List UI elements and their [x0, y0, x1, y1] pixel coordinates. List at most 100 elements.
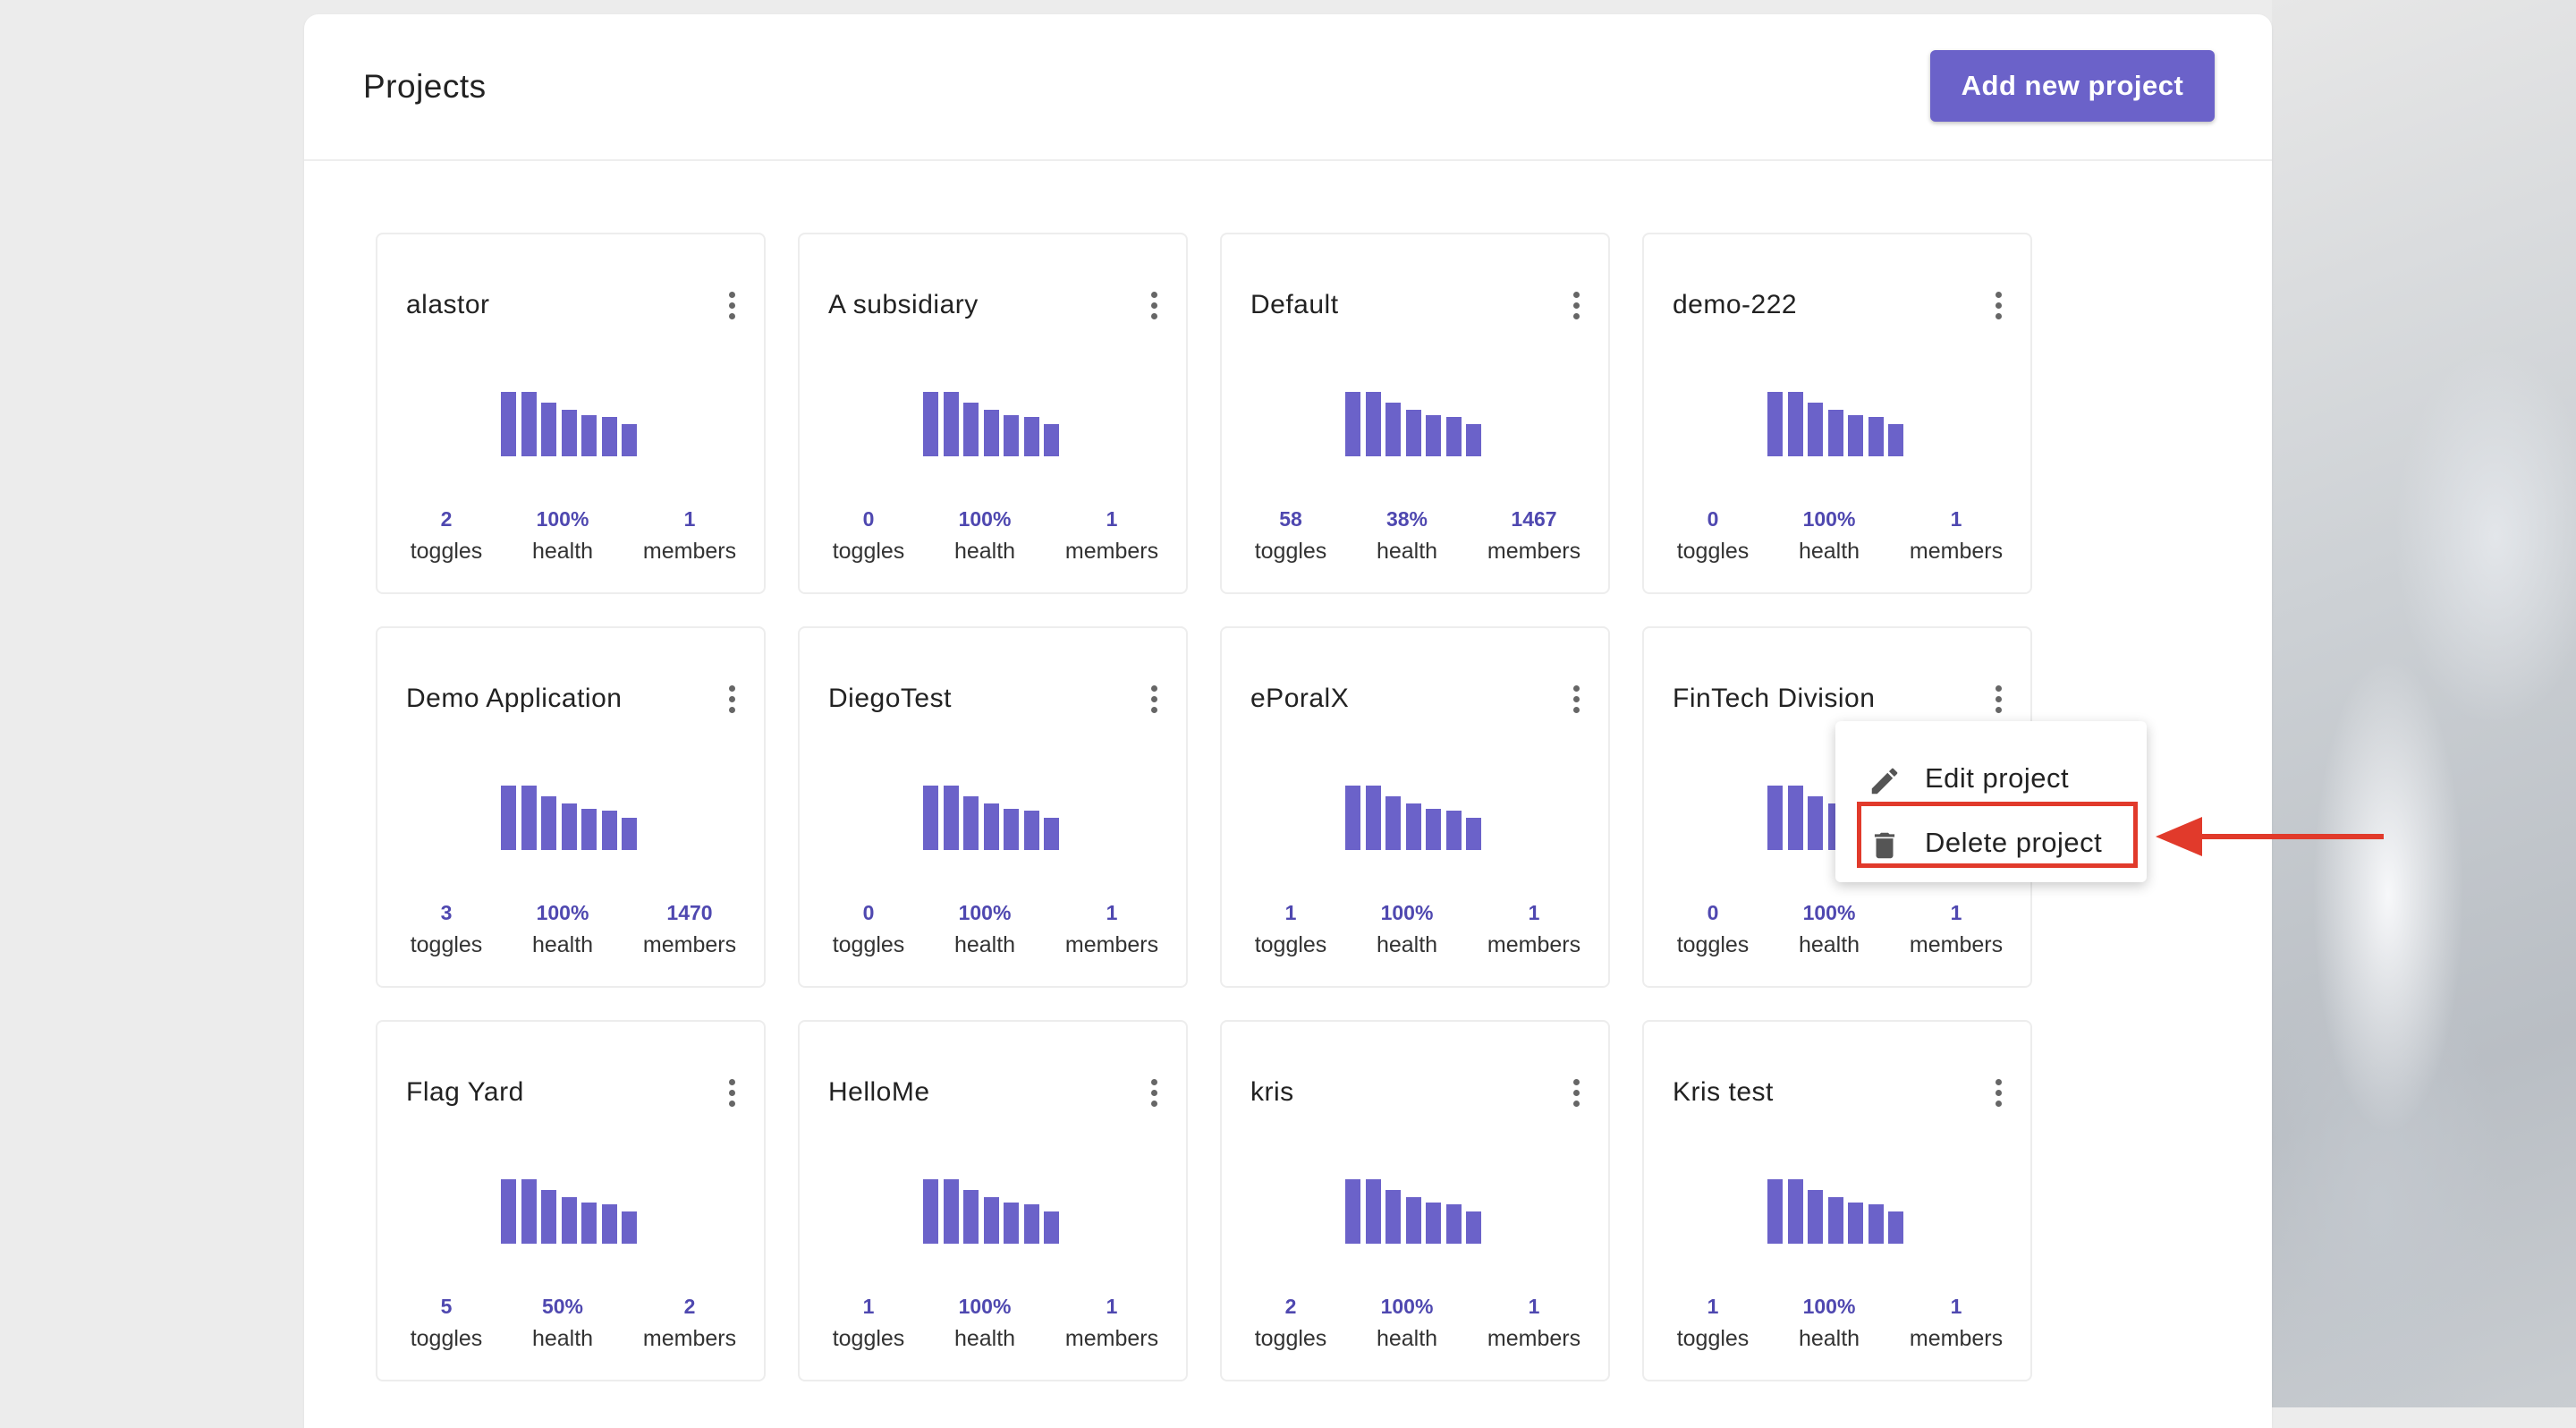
- stat-toggles: 1 toggles: [1646, 1292, 1780, 1355]
- stat-members-label: members: [1909, 1326, 2004, 1351]
- stat-health-value: 50%: [541, 1295, 584, 1318]
- sparkline-bar: [581, 1203, 597, 1244]
- kebab-vertical-icon[interactable]: [1980, 1075, 2016, 1111]
- sparkline-bar: [1044, 424, 1059, 456]
- stat-members-label: members: [1909, 539, 2004, 564]
- project-card[interactable]: Demo Application 3 toggles 100% health 1470 me…: [376, 626, 766, 988]
- stat-members-value: 1: [1950, 1295, 1962, 1318]
- project-card[interactable]: DiegoTest 0 toggles 100% health 1 members: [798, 626, 1188, 988]
- stat-health: 100% health: [918, 505, 1052, 567]
- project-card[interactable]: alastor 2 toggles 100% health 1 members: [376, 233, 766, 594]
- sparkline-bar: [1044, 1211, 1059, 1244]
- kebab-vertical-icon[interactable]: [1136, 1075, 1172, 1111]
- kebab-vertical-icon[interactable]: [1558, 682, 1594, 718]
- stat-members-value: 1: [1950, 507, 1962, 531]
- stat-members: 2 members: [623, 1292, 757, 1355]
- sparkline-bar: [1023, 811, 1039, 850]
- stat-toggles-label: toggles: [410, 932, 483, 957]
- stat-toggles-value: 2: [440, 507, 453, 531]
- stat-health-label: health: [953, 1326, 1016, 1351]
- project-card[interactable]: demo-222 0 toggles 100% health 1 members: [1642, 233, 2032, 594]
- project-card[interactable]: HelloMe 1 toggles 100% health 1 members: [798, 1020, 1188, 1381]
- stat-health-label: health: [953, 539, 1016, 564]
- stat-health-value: 38%: [1385, 507, 1428, 531]
- project-health-sparkline: [923, 392, 1068, 456]
- kebab-vertical-icon[interactable]: [714, 682, 750, 718]
- stat-toggles: 58 toggles: [1224, 505, 1358, 567]
- kebab-vertical-icon[interactable]: [1980, 288, 2016, 324]
- project-card[interactable]: ePoralX 1 toggles 100% health 1 members: [1220, 626, 1610, 988]
- sparkline-bar: [501, 392, 516, 456]
- kebab-vertical-icon[interactable]: [1980, 682, 2016, 718]
- sparkline-bar: [1385, 1190, 1401, 1244]
- sparkline-bar: [983, 1197, 999, 1244]
- project-card[interactable]: kris 2 toggles 100% health 1 members: [1220, 1020, 1610, 1381]
- project-name: DiegoTest: [828, 684, 952, 713]
- edit-project-menu-item[interactable]: Edit project: [1835, 748, 2147, 811]
- stat-toggles: 2 toggles: [1224, 1292, 1358, 1355]
- project-health-sparkline: [1767, 1179, 1912, 1244]
- stat-toggles: 5 toggles: [379, 1292, 513, 1355]
- stat-toggles-label: toggles: [1254, 1326, 1327, 1351]
- sparkline-bar: [943, 1179, 959, 1244]
- sparkline-bar: [1888, 424, 1903, 456]
- sparkline-bar: [1466, 1211, 1481, 1244]
- stat-health-label: health: [1376, 932, 1438, 957]
- sparkline-bar: [1445, 1204, 1462, 1244]
- stat-members-value: 2: [683, 1295, 696, 1318]
- delete-project-menu-item[interactable]: Delete project: [1835, 812, 2147, 875]
- sparkline-bar: [622, 818, 637, 850]
- add-new-project-button[interactable]: Add new project: [1930, 50, 2215, 122]
- sparkline-bar: [561, 803, 577, 850]
- sparkline-bar: [1445, 417, 1462, 456]
- kebab-vertical-icon[interactable]: [714, 1075, 750, 1111]
- project-card[interactable]: Flag Yard 5 toggles 50% health 2 members: [376, 1020, 766, 1381]
- sparkline-bar: [1023, 1204, 1039, 1244]
- kebab-vertical-icon[interactable]: [1136, 682, 1172, 718]
- sparkline-bar: [501, 1179, 516, 1244]
- project-card[interactable]: Default 58 toggles 38% health 1467 members: [1220, 233, 1610, 594]
- kebab-vertical-icon[interactable]: [1558, 1075, 1594, 1111]
- project-card[interactable]: A subsidiary 0 toggles 100% health 1 members: [798, 233, 1188, 594]
- stat-toggles-value: 1: [862, 1295, 875, 1318]
- stat-members-label: members: [642, 932, 737, 957]
- stat-members-value: 1470: [666, 901, 713, 924]
- project-name: A subsidiary: [828, 290, 979, 319]
- stat-members-value: 1: [1106, 507, 1118, 531]
- stat-members: 1 members: [1889, 1292, 2023, 1355]
- stat-members: 1 members: [1045, 898, 1179, 961]
- sparkline-bar: [1345, 786, 1360, 850]
- stat-health-value: 100%: [958, 901, 1012, 924]
- project-card[interactable]: Kris test 1 toggles 100% health 1 members: [1642, 1020, 2032, 1381]
- stat-members-label: members: [1064, 539, 1159, 564]
- sparkline-bar: [1385, 403, 1401, 456]
- project-health-sparkline: [1345, 786, 1490, 850]
- sparkline-bar: [622, 1211, 637, 1244]
- stat-toggles-label: toggles: [410, 539, 483, 564]
- stat-toggles-value: 1: [1707, 1295, 1719, 1318]
- sparkline-bar: [1004, 1203, 1019, 1244]
- stat-members-label: members: [1487, 932, 1581, 957]
- sparkline-bar: [1445, 811, 1462, 850]
- stat-toggles-label: toggles: [832, 932, 905, 957]
- sparkline-bar: [1848, 415, 1863, 456]
- sparkline-bar: [1888, 1211, 1903, 1244]
- sparkline-bar: [1426, 809, 1441, 850]
- edit-project-label: Edit project: [1925, 762, 2070, 794]
- kebab-vertical-icon[interactable]: [1136, 288, 1172, 324]
- stat-toggles-label: toggles: [410, 1326, 483, 1351]
- sparkline-bar: [541, 796, 556, 850]
- kebab-vertical-icon[interactable]: [1558, 288, 1594, 324]
- project-health-sparkline: [1345, 392, 1490, 456]
- stat-health: 100% health: [496, 505, 630, 567]
- project-name: Kris test: [1673, 1077, 1774, 1107]
- stat-health-label: health: [1798, 539, 1860, 564]
- sparkline-bar: [1848, 1203, 1863, 1244]
- stat-health-label: health: [953, 932, 1016, 957]
- sparkline-bar: [1044, 818, 1059, 850]
- sparkline-bar: [1345, 1179, 1360, 1244]
- project-health-sparkline: [501, 786, 646, 850]
- project-name: kris: [1250, 1077, 1294, 1107]
- stat-members: 1 members: [1889, 505, 2023, 567]
- kebab-vertical-icon[interactable]: [714, 288, 750, 324]
